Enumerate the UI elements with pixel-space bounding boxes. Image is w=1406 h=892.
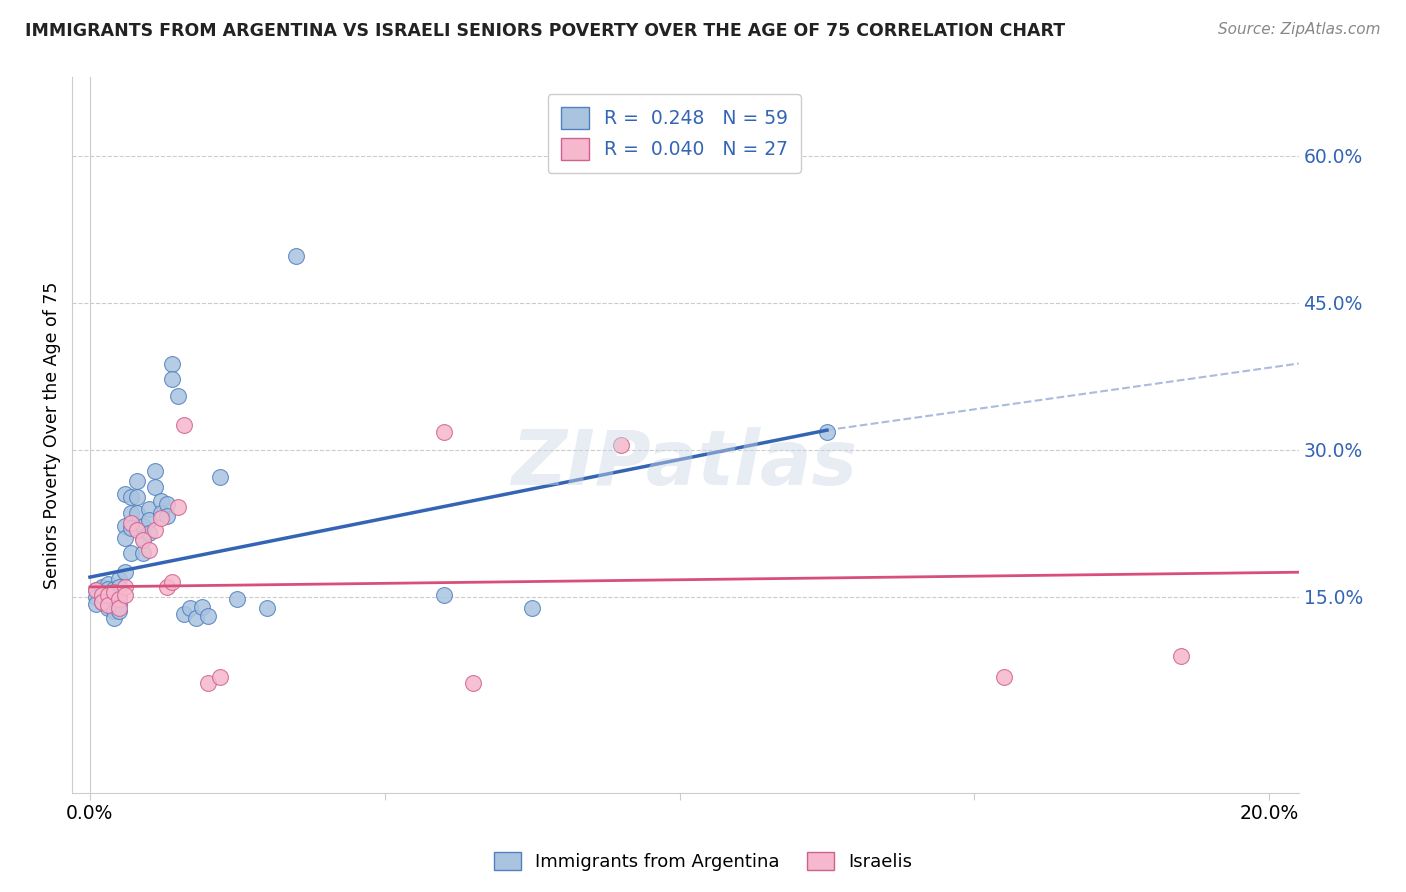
Point: [433, 588, 456, 602]
Point: [114, 566, 136, 580]
Point: [103, 584, 125, 599]
Point: [108, 601, 131, 615]
Point: [114, 519, 136, 533]
Point: [138, 513, 160, 527]
Point: [433, 425, 456, 439]
Point: [120, 546, 142, 560]
Point: [127, 507, 149, 521]
Point: [97, 588, 120, 602]
Point: [173, 607, 195, 622]
Point: [463, 676, 485, 690]
Point: [84, 597, 107, 611]
Point: [143, 523, 166, 537]
Point: [90, 580, 112, 594]
Legend: Immigrants from Argentina, Israelis: Immigrants from Argentina, Israelis: [486, 845, 920, 879]
Point: [108, 588, 131, 602]
Point: [226, 591, 249, 606]
Point: [208, 670, 231, 684]
Text: IMMIGRANTS FROM ARGENTINA VS ISRAELI SENIORS POVERTY OVER THE AGE OF 75 CORRELAT: IMMIGRANTS FROM ARGENTINA VS ISRAELI SEN…: [25, 22, 1066, 40]
Point: [609, 438, 631, 452]
Point: [132, 519, 155, 533]
Point: [103, 582, 125, 596]
Point: [103, 611, 125, 625]
Point: [179, 601, 201, 615]
Point: [815, 425, 838, 439]
Point: [90, 594, 112, 608]
Point: [84, 590, 107, 604]
Point: [149, 493, 172, 508]
Point: [132, 533, 155, 547]
Point: [1170, 648, 1192, 663]
Point: [97, 591, 120, 606]
Point: [138, 542, 160, 557]
Point: [149, 507, 172, 521]
Point: [138, 501, 160, 516]
Point: [167, 389, 190, 403]
Point: [114, 487, 136, 501]
Point: [120, 490, 142, 504]
Point: [173, 418, 195, 433]
Point: [103, 594, 125, 608]
Point: [520, 601, 543, 615]
Point: [127, 474, 149, 488]
Point: [108, 604, 131, 618]
Point: [120, 507, 142, 521]
Point: [108, 580, 131, 594]
Point: [127, 523, 149, 537]
Point: [120, 521, 142, 535]
Point: [108, 597, 131, 611]
Point: [103, 588, 125, 602]
Point: [103, 604, 125, 618]
Point: [197, 676, 219, 690]
Text: Source: ZipAtlas.com: Source: ZipAtlas.com: [1218, 22, 1381, 37]
Y-axis label: Seniors Poverty Over the Age of 75: Seniors Poverty Over the Age of 75: [44, 281, 60, 589]
Point: [184, 611, 207, 625]
Point: [285, 249, 308, 263]
Point: [114, 588, 136, 602]
Point: [97, 598, 120, 612]
Text: ZIPatlas: ZIPatlas: [512, 426, 859, 500]
Point: [256, 601, 278, 615]
Legend: R =  0.248   N = 59, R =  0.040   N = 27: R = 0.248 N = 59, R = 0.040 N = 27: [548, 94, 801, 173]
Point: [993, 670, 1015, 684]
Point: [155, 509, 177, 524]
Point: [90, 588, 112, 602]
Point: [668, 129, 690, 144]
Point: [108, 591, 131, 606]
Point: [127, 490, 149, 504]
Point: [143, 480, 166, 494]
Point: [132, 546, 155, 560]
Point: [114, 531, 136, 545]
Point: [90, 594, 112, 608]
Point: [84, 582, 107, 597]
Point: [97, 577, 120, 591]
Point: [191, 599, 214, 614]
Point: [138, 526, 160, 541]
Point: [197, 609, 219, 624]
Point: [114, 580, 136, 594]
Point: [155, 580, 177, 594]
Point: [97, 582, 120, 596]
Point: [208, 470, 231, 484]
Point: [84, 582, 107, 597]
Point: [162, 372, 184, 386]
Point: [108, 572, 131, 586]
Point: [162, 357, 184, 371]
Point: [90, 588, 112, 602]
Point: [97, 601, 120, 615]
Point: [149, 511, 172, 525]
Point: [132, 531, 155, 545]
Point: [155, 497, 177, 511]
Point: [167, 500, 190, 514]
Point: [162, 574, 184, 589]
Point: [120, 516, 142, 531]
Point: [143, 464, 166, 478]
